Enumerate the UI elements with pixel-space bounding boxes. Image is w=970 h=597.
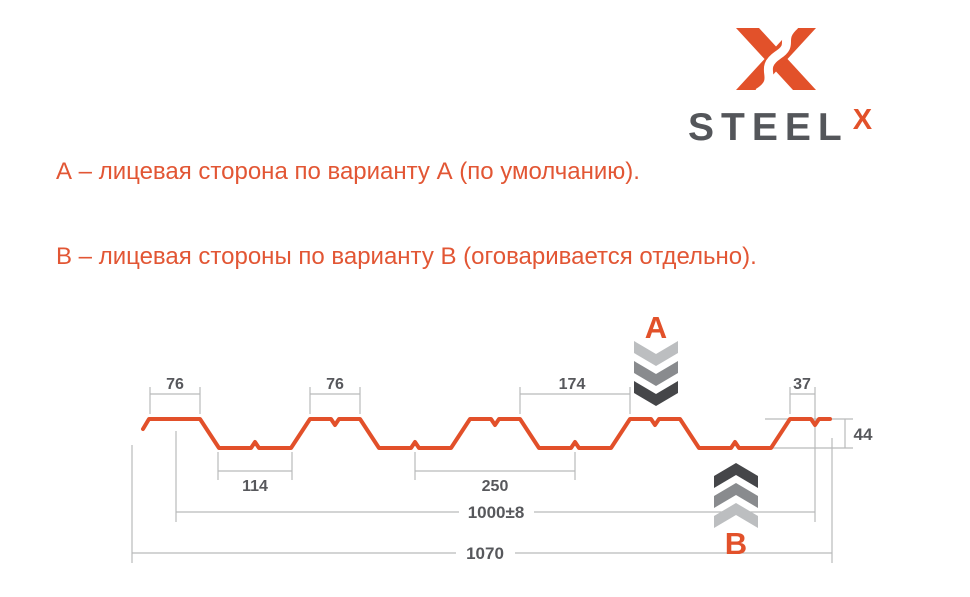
dim-label-1070: 1070 — [466, 544, 504, 563]
dim-label-44: 44 — [854, 425, 873, 444]
marker-b-label: В — [725, 526, 747, 561]
chevron-down-icon — [634, 341, 678, 366]
chevron-down-icon — [634, 361, 678, 386]
note-variant-a: А – лицевая сторона по варианту А (по ум… — [56, 158, 640, 185]
brand-x-logo-icon — [736, 22, 816, 96]
dim-label-1000: 1000±8 — [468, 503, 525, 522]
dim-label-76-mid: 76 — [326, 376, 344, 393]
marker-a: А — [634, 310, 678, 406]
dimension-profile-height: 44 — [765, 418, 873, 449]
dim-label-114: 114 — [242, 478, 268, 495]
dim-label-174: 174 — [559, 376, 586, 393]
sheet-profile-outline — [141, 417, 832, 450]
chevron-up-icon — [714, 503, 758, 528]
dim-label-76-left: 76 — [166, 376, 184, 393]
marker-a-label: А — [645, 310, 667, 345]
dimension-crest-mid: 76 — [309, 376, 361, 414]
note-variant-b: В – лицевая стороны по варианту В (огова… — [56, 243, 757, 270]
marker-b: В — [714, 463, 758, 561]
brand-name: STEEL — [688, 106, 849, 149]
logo-white-weave — [755, 22, 799, 96]
dimension-wave-pitch: 250 — [414, 452, 576, 495]
chevron-up-icon — [714, 483, 758, 508]
dimension-overall-width: 1070 — [131, 438, 833, 563]
chevron-down-icon — [634, 381, 678, 406]
dim-label-37: 37 — [793, 376, 811, 393]
dimension-crest-left: 76 — [149, 376, 201, 414]
dimension-valley-floor: 114 — [217, 452, 293, 495]
dimension-edge-overlap: 37 — [789, 376, 816, 522]
brand-suffix: X — [852, 104, 873, 136]
dimension-cover-width: 1000±8 — [175, 431, 815, 522]
dimension-crest-span: 174 — [519, 376, 631, 414]
brand-wordmark: STEEL X — [688, 106, 872, 149]
chevron-up-icon — [714, 463, 758, 488]
dim-label-250: 250 — [482, 478, 509, 495]
